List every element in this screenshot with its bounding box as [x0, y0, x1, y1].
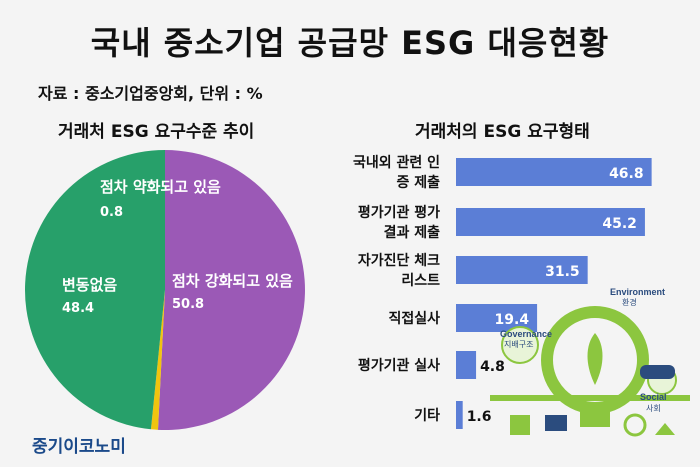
- pie-value-label: 50.8: [172, 297, 204, 312]
- bar-value-label: 31.5: [545, 264, 580, 280]
- factory-icon: [510, 415, 530, 435]
- bar-category-label: 국내외 관련 인: [353, 154, 440, 171]
- bar-value-label: 45.2: [602, 216, 637, 232]
- social-label-kr: 사회: [646, 404, 661, 413]
- environment-label: Environment: [610, 287, 665, 297]
- source-note: 자료 : 중소기업중앙회, 단위 : %: [38, 84, 263, 103]
- pie-chart-title: 거래처 ESG 요구수준 추이: [58, 122, 255, 142]
- pie-label: 변동없음: [62, 276, 117, 294]
- bar-chart-title: 거래처의 ESG 요구형태: [415, 122, 590, 142]
- bar-category-label: 리스트: [401, 273, 440, 289]
- social-label: Social: [640, 392, 667, 402]
- bar-value-label: 46.8: [609, 166, 644, 182]
- bar-category-label: 결과 제출: [384, 224, 441, 241]
- pie-label: 점차 약화되고 있음: [100, 178, 221, 196]
- bar: [456, 256, 588, 284]
- bar-category-label: 기타: [414, 408, 440, 424]
- recycle-icon: [623, 413, 647, 437]
- esg-illustration: Environment 환경 Governance 지배구조 Social 사회: [490, 287, 690, 437]
- governance-icon: [501, 326, 539, 364]
- lightbulb-icon: [541, 306, 649, 427]
- bar-category-label: 증 제출: [396, 174, 440, 191]
- bar: [456, 208, 645, 236]
- bar-value-label: 1.6: [467, 409, 492, 425]
- bar: [456, 351, 477, 379]
- bar: [456, 158, 652, 186]
- governance-label: Governance: [500, 329, 552, 339]
- bar-category-label: 직접실사: [388, 310, 440, 327]
- pie-chart: 점차 강화되고 있음 50.8 점차 약화되고 있음 0.8 변동없음 48.4: [24, 150, 305, 430]
- monitor-icon: [545, 415, 567, 431]
- bar-category-label: 평가기관 실사: [358, 357, 440, 374]
- ground-line: [490, 395, 690, 401]
- pie-label: 점차 강화되고 있음: [172, 272, 293, 290]
- bar-category-label: 평가기관 평가: [358, 204, 440, 221]
- house-icon: [655, 423, 675, 435]
- pie-slice: [150, 290, 165, 430]
- environment-label-kr: 환경: [622, 297, 637, 307]
- brand-logo: 중기이코노미: [32, 437, 126, 457]
- pie-slice: [24, 150, 166, 430]
- bar-category-label: 자가진단 체크: [358, 252, 440, 269]
- bar-value-label: 19.4: [495, 312, 530, 328]
- bar: [456, 401, 463, 429]
- governance-label-kr: 지배구조: [504, 340, 533, 349]
- car-icon: [640, 365, 675, 379]
- bar-value-label: 4.8: [480, 359, 505, 375]
- pie-slice: [157, 150, 305, 430]
- page-title: 국내 중소기업 공급망 ESG 대응현황: [90, 24, 610, 62]
- pie-value-label: 0.8: [100, 205, 123, 220]
- pie-value-label: 48.4: [62, 301, 94, 316]
